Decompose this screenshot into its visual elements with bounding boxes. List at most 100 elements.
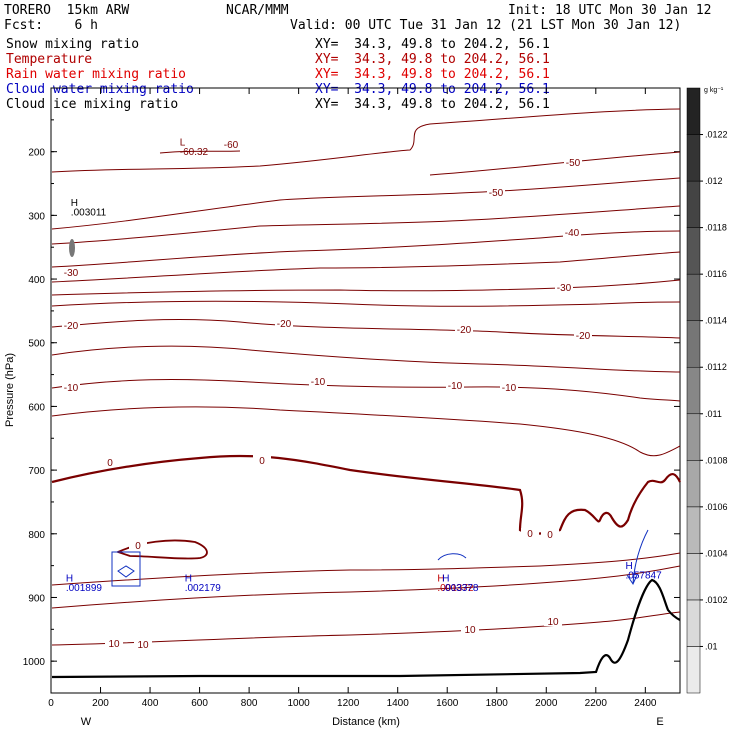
contour-label-bg: [555, 282, 573, 292]
x-axis-ticks: 0 200 400 600 800 1000 1200 1400 1600 1800 2000 220…: [48, 88, 657, 709]
colorbar-tick-label: .0108: [705, 455, 728, 465]
isotherm-45: [51, 205, 681, 245]
extremum-annotation: H: [66, 574, 73, 585]
y-tick-label: 700: [28, 466, 45, 477]
colorbar-segment: [686, 646, 701, 694]
colorbar-tick-label: .011: [705, 409, 722, 419]
isotherm-plus8: [51, 552, 681, 586]
legend-cloudwater-xy: XY= 34.3, 49.8 to 204.2, 56.1: [315, 82, 550, 97]
colorbar-unit: g kg⁻¹: [704, 87, 724, 94]
colorbar-segment: [686, 134, 701, 182]
x-tick-label: 600: [191, 698, 208, 709]
isotherm-label: 0: [259, 456, 265, 467]
legend-rain-xy: XY= 34.3, 49.8 to 204.2, 56.1: [315, 67, 550, 82]
x-tick-label: 1000: [288, 698, 311, 709]
contour-label-bg: [544, 616, 562, 626]
isotherm-label: -20: [277, 319, 292, 330]
contour-label-bg: [309, 376, 327, 386]
colorbar-tick-label: .0106: [705, 502, 728, 512]
isotherm-label: -30: [64, 268, 79, 279]
contour-label-bg: [62, 267, 80, 277]
legend-cloudice-label: Cloud ice mixing ratio: [6, 97, 179, 112]
forecast-hour: Fcst: 6 h: [4, 18, 98, 33]
legend-rain-label: Rain water mixing ratio: [6, 67, 187, 82]
cloud-water-arrow-east: [632, 529, 649, 585]
x-tick-label: 800: [241, 698, 258, 709]
extremum-annotation: H: [71, 198, 78, 209]
x-tick-label: 2200: [585, 698, 608, 709]
extrema-annotations: L-60.32H.003011H.001899H.002179H.001372H…: [66, 137, 662, 594]
colorbar-segment: [686, 180, 701, 228]
colorbar-segment: [686, 320, 701, 368]
colorbar-segment: [686, 599, 701, 647]
isotherm-label: -10: [502, 383, 517, 394]
isotherm-55: [51, 108, 681, 173]
y-tick-label: 500: [28, 339, 45, 350]
y-tick-label: 900: [28, 593, 45, 604]
isotherm-label: -20: [64, 321, 79, 332]
x-axis-label: Distance (km): [332, 716, 400, 728]
x-tick-label: 1200: [337, 698, 360, 709]
plot-frame: [50, 87, 681, 694]
model-title: TORERO 15km ARW: [4, 3, 130, 18]
contour-label-bg: [564, 157, 582, 167]
isotherm-label: 0: [135, 541, 141, 552]
isotherm-label: 10: [137, 640, 149, 651]
isotherm-label: -50: [566, 158, 581, 169]
extremum-annotation: H: [442, 574, 449, 585]
colorbar-tick-label: .012: [705, 176, 723, 186]
extremum-annotation: H: [185, 574, 192, 585]
isotherm-label: -30: [557, 283, 572, 294]
colorbar-segment: [686, 553, 701, 601]
y-axis-label: Pressure (hPa): [4, 353, 16, 427]
contour-label-bg: [574, 330, 592, 340]
contour-label-bg: [455, 324, 473, 334]
isotherm-40: [51, 230, 681, 268]
extremum-annotation: .002179: [185, 583, 222, 594]
extremum-annotation: .001899: [66, 583, 103, 594]
cloud-water-contours: [111, 529, 649, 587]
colorbar-tick-label: .0114: [705, 316, 727, 326]
legend-snow-label: Snow mixing ratio: [6, 37, 140, 52]
contour-label-bg: [541, 529, 559, 539]
legend-cloudwater-label: Cloud water mixing ratio: [6, 82, 194, 97]
colorbar-segment: [686, 273, 701, 321]
contour-label-bg: [500, 382, 518, 392]
isotherm-10: [51, 379, 681, 402]
institution-label: NCAR/MMM: [226, 3, 289, 18]
y-tick-label: 200: [28, 148, 45, 159]
isotherm-label: 10: [464, 625, 476, 636]
init-time: Init: 18 UTC Mon 30 Jan 12: [508, 3, 712, 18]
contour-label-bg: [105, 638, 123, 648]
isotherm-60: [159, 150, 241, 154]
extremum-annotation: .003011: [71, 207, 107, 218]
isotherm-label: -50: [489, 188, 504, 199]
isotherm-label: -10: [311, 377, 326, 388]
isotherm-35: [51, 251, 681, 283]
contour-label-bg: [253, 455, 271, 465]
legend-temperature-xy: XY= 34.3, 49.8 to 204.2, 56.1: [315, 52, 550, 67]
colorbar-tick-label: .0112: [705, 362, 727, 372]
isotherm-label: -20: [457, 325, 472, 336]
colorbar-tick-label: .0118: [705, 223, 727, 233]
colorbar-segment: [686, 227, 701, 275]
isotherm-label: -10: [64, 383, 79, 394]
cloud-water-arc-mid: [437, 553, 467, 561]
extremum-annotation: .001372: [437, 583, 474, 594]
isotherm-label: 0: [547, 530, 553, 541]
colorbar-tick-label: .0102: [705, 595, 728, 605]
colorbar-segment: [686, 87, 701, 135]
extremum-annotation: .057847: [626, 570, 663, 581]
x-tick-label: 1400: [387, 698, 410, 709]
colorbar-tick-label: .0116: [705, 269, 727, 279]
isotherm-50b: [429, 151, 681, 176]
freezing-level-isotherm: [51, 454, 681, 535]
isotherm-plus10: [51, 611, 681, 646]
contour-label-bg: [275, 318, 293, 328]
isotherm-label: -40: [565, 228, 580, 239]
terrain-line: [51, 578, 681, 679]
isotherm-label: 10: [547, 617, 559, 628]
x-end-label-west: W: [81, 716, 92, 728]
